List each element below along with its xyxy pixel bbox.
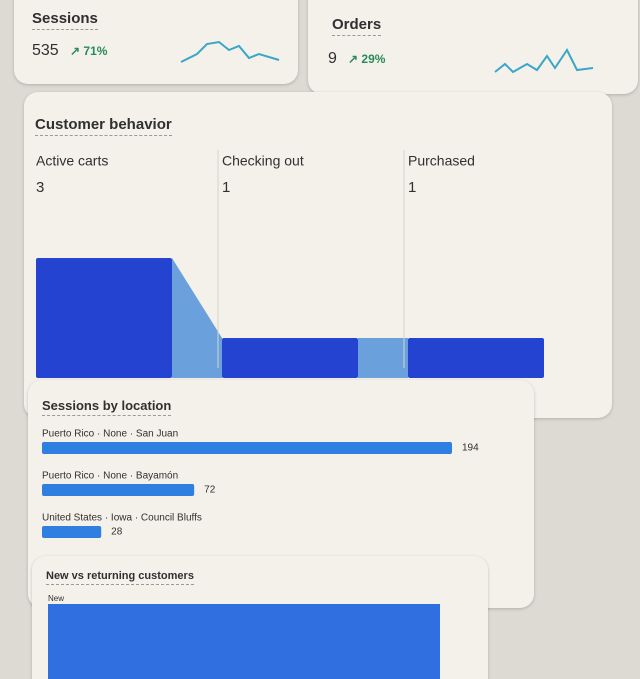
- location-label: Puerto Rico · None · Bayamón: [42, 471, 178, 482]
- stage-bar: [36, 258, 172, 378]
- metric-title: Sessions: [32, 10, 98, 30]
- card-title: New vs returning customers: [46, 570, 194, 585]
- location-bar: [42, 442, 452, 454]
- stage-dropoff: [172, 258, 222, 378]
- location-card: Sessions by location Puerto Rico · None …: [28, 380, 534, 608]
- sessions-card[interactable]: Sessions 535 ↗ 71%: [14, 0, 298, 84]
- sparkline-path: [494, 48, 594, 74]
- legend-label: New: [48, 594, 65, 603]
- location-value: 72: [204, 485, 216, 496]
- location-chart: Puerto Rico · None · San Juan 194 Puerto R…: [42, 429, 479, 538]
- stage-value: 3: [36, 179, 44, 196]
- metric-value: 9: [328, 50, 337, 67]
- sparkline: [494, 48, 594, 74]
- metric-title: Orders: [332, 16, 382, 36]
- stage-bar: [222, 338, 358, 378]
- location-label: United States · Iowa · Council Bluffs: [42, 513, 202, 524]
- sparkline: [180, 40, 280, 63]
- funnel-chart: Active carts 3 Checking out 1 Purchased 1: [36, 150, 544, 378]
- change-text: 71%: [83, 44, 108, 58]
- location-bar: [42, 526, 102, 538]
- customers-card: New vs returning customers New: [32, 556, 488, 679]
- stage-dropoff: [358, 338, 408, 378]
- metric-value: 535: [32, 42, 59, 59]
- metric-change: ↗ 71%: [70, 44, 108, 58]
- card-title: Customer behavior: [35, 116, 172, 136]
- location-value: 194: [462, 443, 479, 454]
- location-bar: [42, 484, 195, 496]
- card-title: Sessions by location: [42, 398, 172, 416]
- stage-label: Purchased: [408, 153, 475, 169]
- stage-label: Active carts: [36, 153, 108, 169]
- stage-value: 1: [408, 179, 416, 196]
- metric-change: ↗ 29%: [348, 52, 386, 66]
- behavior-card: Customer behavior Active carts 3 Checking …: [24, 92, 612, 418]
- stage-bar: [408, 338, 544, 378]
- sparkline-path: [180, 40, 280, 63]
- stage-label: Checking out: [222, 153, 304, 169]
- location-label: Puerto Rico · None · San Juan: [42, 429, 178, 440]
- stage-value: 1: [222, 179, 230, 196]
- change-text: 29%: [361, 52, 386, 66]
- new-customers-bar: [48, 604, 440, 679]
- location-value: 28: [111, 527, 123, 538]
- orders-card[interactable]: Orders 9 ↗ 29%: [308, 0, 638, 94]
